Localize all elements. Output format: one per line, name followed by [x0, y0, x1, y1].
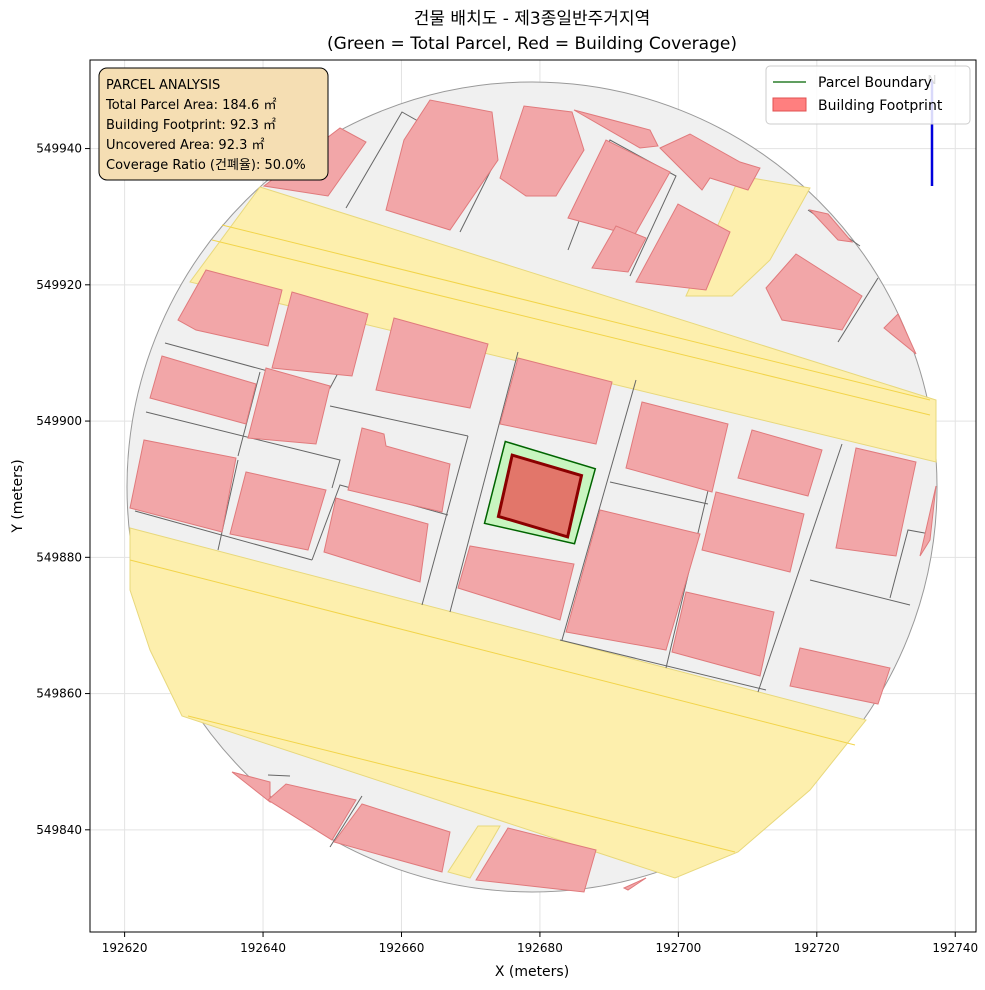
building-footprint [499, 357, 613, 445]
lot-line [217, 459, 239, 551]
y-tick-label: 549880 [36, 550, 82, 564]
road-upper [189, 186, 937, 463]
building-footprint [271, 291, 369, 377]
building-footprint [591, 225, 647, 273]
lot-line [609, 481, 709, 505]
road-centerline [187, 715, 736, 853]
building-footprint [247, 367, 331, 445]
building-footprint [267, 783, 357, 841]
building-footprint [323, 497, 429, 583]
building-footprint [499, 105, 585, 197]
x-axis-ticks: 192620 192640 192660 192680 192700 192720 1927… [102, 932, 978, 955]
lot-line [449, 351, 519, 613]
building-footprint [883, 313, 917, 355]
building-footprint [573, 109, 659, 149]
lot-line [757, 443, 843, 693]
building-footprint [565, 509, 701, 651]
building-footprint [567, 139, 671, 237]
road-centerline [211, 239, 931, 416]
annotation-line: Building Footprint: 92.3 ㎡ [106, 118, 276, 133]
lot-line [267, 774, 291, 777]
x-tick-label: 192640 [240, 941, 286, 955]
building-footprint [808, 209, 854, 243]
x-tick-label: 192620 [102, 941, 148, 955]
building-footprint [635, 203, 731, 291]
building-footprint [835, 447, 917, 557]
building-footprint [375, 317, 489, 409]
building-footprint [385, 99, 499, 231]
lot-line [145, 411, 341, 489]
plot-frame [89, 59, 977, 933]
building-footprint [475, 827, 597, 893]
x-tick-label: 192740 [932, 941, 978, 955]
legend-frame [765, 65, 971, 125]
road-centerline [129, 559, 856, 746]
building-footprint [457, 545, 575, 621]
legend: Parcel Boundary Building Footprint [765, 65, 971, 125]
x-tick-label: 192700 [655, 941, 701, 955]
annotation-line: PARCEL ANALYSIS [106, 78, 220, 93]
map-content: N [126, 73, 938, 893]
lot-line [329, 405, 469, 437]
annotation-line: Uncovered Area: 92.3 ㎡ [106, 138, 265, 153]
x-tick-label: 192660 [379, 941, 425, 955]
y-axis-label: Y (meters) [10, 459, 26, 533]
context-buildings [129, 99, 937, 893]
building-footprint [659, 133, 761, 191]
building-footprint [333, 803, 451, 873]
building-footprint [919, 485, 937, 557]
building-footprint [701, 491, 805, 573]
building-footprint [149, 355, 257, 425]
lot-line [134, 510, 313, 561]
y-tick-label: 549940 [36, 142, 82, 156]
lot-line [809, 579, 911, 606]
road-centerline [221, 224, 931, 401]
building-footprint [347, 427, 451, 513]
building-footprint [129, 439, 237, 533]
building-footprint [625, 401, 729, 493]
lot-line [421, 435, 469, 606]
annotation-background [98, 67, 329, 181]
y-tick-label: 549840 [36, 823, 82, 837]
lot-line [329, 795, 363, 848]
y-tick-label: 549860 [36, 687, 82, 701]
lot-line [837, 277, 879, 343]
y-axis-ticks: 549840 549860 549880 549900 549920 549940 [36, 142, 90, 837]
x-tick-label: 192720 [794, 941, 840, 955]
x-tick-label: 192680 [517, 941, 563, 955]
building-footprint [229, 471, 327, 551]
annotation-line: Coverage Ratio (건폐율): 50.0% [106, 158, 306, 173]
chart-title-line1: 건물 배치도 - 제3종일반주거지역 [414, 9, 650, 29]
legend-building-label: Building Footprint [818, 98, 943, 114]
building-footprint [177, 269, 283, 347]
y-tick-label: 549900 [36, 414, 82, 428]
building-footprint [765, 253, 863, 331]
target-parcel-group [483, 440, 597, 545]
road-connector [685, 175, 811, 297]
legend-building-swatch [772, 97, 807, 112]
chart-title-line2: (Green = Total Parcel, Red = Building Co… [327, 34, 737, 54]
parcel-analysis-box: PARCEL ANALYSIS Total Parcel Area: 184.6… [98, 67, 329, 181]
building-footprint [737, 429, 823, 497]
lot-line [889, 529, 931, 599]
lot-line [561, 379, 637, 641]
building-footprint [789, 647, 891, 705]
building-footprint [231, 771, 271, 804]
lot-line [559, 639, 767, 691]
legend-parcel-label: Parcel Boundary [818, 75, 932, 91]
building-footprint [671, 591, 775, 677]
target-building-footprint [496, 453, 584, 539]
x-axis-label: X (meters) [495, 964, 569, 980]
roads [129, 175, 937, 879]
road-spur [447, 825, 501, 879]
y-tick-label: 549920 [36, 278, 82, 292]
building-footprint [622, 877, 647, 891]
annotation-line: Total Parcel Area: 184.6 ㎡ [105, 98, 276, 113]
